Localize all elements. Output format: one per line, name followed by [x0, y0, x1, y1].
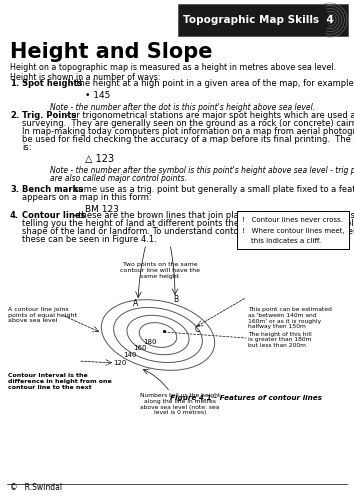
Text: 4.: 4.	[10, 211, 19, 220]
Text: B: B	[173, 296, 178, 304]
Text: surveying.  They are generally seen on the ground as a rock (or concrete) cairn : surveying. They are generally seen on th…	[22, 119, 354, 128]
Text: Note - the number after the symbol is this point's height above sea level - trig: Note - the number after the symbol is th…	[50, 166, 354, 175]
FancyBboxPatch shape	[237, 211, 349, 249]
Text: this indicates a cliff.: this indicates a cliff.	[242, 238, 321, 244]
Text: 1.: 1.	[10, 79, 19, 88]
Text: ©   R.Swindal: © R.Swindal	[10, 484, 62, 492]
Text: This point can be estimated
as 'between 140m and
160m' or as it is roughly
halfw: This point can be estimated as 'between …	[248, 307, 332, 330]
Text: 140: 140	[123, 352, 137, 358]
Text: Numbers tell us the height
along the line in metres
above sea level (note: sea
l: Numbers tell us the height along the lin…	[140, 393, 220, 415]
Text: 160: 160	[133, 345, 147, 351]
Text: A: A	[133, 298, 139, 308]
Text: 120: 120	[113, 360, 127, 366]
Text: Contour lines: Contour lines	[22, 211, 86, 220]
Text: △ 123: △ 123	[85, 154, 114, 164]
Text: !   Where contour lines meet,: ! Where contour lines meet,	[242, 228, 345, 234]
Text: is:: is:	[22, 143, 32, 152]
Text: !   Contour lines never cross.: ! Contour lines never cross.	[242, 217, 343, 223]
Text: Figure 4.1 - Features of contour lines: Figure 4.1 - Features of contour lines	[170, 395, 322, 401]
Text: Trig. Points: Trig. Points	[22, 111, 76, 120]
Text: Two points on the same
contour line will have the
same height: Two points on the same contour line will…	[120, 262, 200, 278]
Text: Height on a topographic map is measured as a height in metres above sea level.  : Height on a topographic map is measured …	[10, 63, 339, 82]
Text: - these are the brown lines that join places of equal height above sea level.  A: - these are the brown lines that join pl…	[70, 211, 354, 220]
Text: - the height at a high point in a given area of the map, for example:: - the height at a high point in a given …	[68, 79, 354, 88]
Text: - or trigonometrical stations are major spot heights which are used as control p: - or trigonometrical stations are major …	[63, 111, 354, 120]
Text: 180: 180	[143, 339, 157, 345]
Text: Note - the number after the dot is this point's height above sea level.: Note - the number after the dot is this …	[50, 103, 315, 112]
Text: BM 123: BM 123	[85, 205, 119, 214]
Text: Topographic Map Skills  4: Topographic Map Skills 4	[183, 15, 334, 25]
FancyBboxPatch shape	[178, 4, 348, 36]
Text: A contour line joins
points of equal height
above sea level: A contour line joins points of equal hei…	[8, 306, 77, 324]
Text: C: C	[194, 324, 200, 334]
Text: Contour Interval is the
difference in height from one
contour line to the next: Contour Interval is the difference in he…	[8, 373, 112, 390]
Text: are also called major control points.: are also called major control points.	[50, 174, 187, 183]
Text: - same use as a trig. point but generally a small plate fixed to a feature. A be: - same use as a trig. point but generall…	[66, 185, 354, 194]
Text: these can be seen in Figure 4.1.: these can be seen in Figure 4.1.	[22, 235, 157, 244]
Text: • 145: • 145	[85, 91, 110, 100]
Text: In map-making today computers plot information on a map from aerial photographs;: In map-making today computers plot infor…	[22, 127, 354, 136]
Text: appears on a map in this form:: appears on a map in this form:	[22, 193, 152, 202]
Text: Spot heights: Spot heights	[22, 79, 82, 88]
Text: shape of the land or landform. To understand contour lines you must know their i: shape of the land or landform. To unders…	[22, 227, 354, 236]
Text: 2.: 2.	[10, 111, 19, 120]
Text: telling you the height of land at different points they can also give you valuab: telling you the height of land at differ…	[22, 219, 354, 228]
Text: 3.: 3.	[10, 185, 19, 194]
Text: Height and Slope: Height and Slope	[10, 42, 212, 62]
Text: Bench marks: Bench marks	[22, 185, 83, 194]
Text: be used for field checking the accuracy of a map before its final printing.  The: be used for field checking the accuracy …	[22, 135, 354, 144]
Text: The height of this hill
is greater than 180m
but less than 200m: The height of this hill is greater than …	[248, 332, 312, 348]
